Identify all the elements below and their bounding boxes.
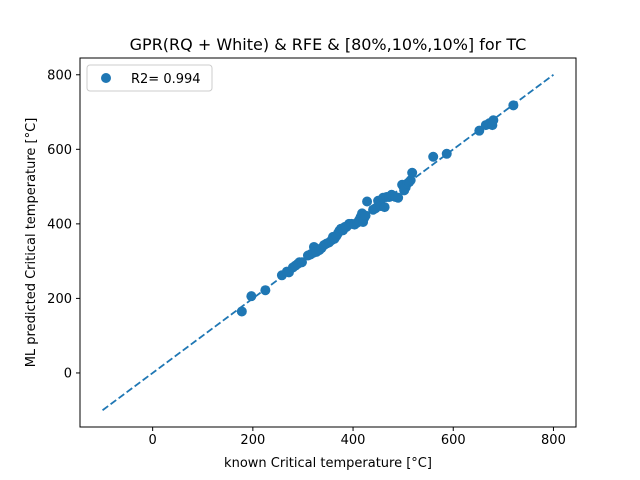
x-tick-label: 0 <box>149 433 157 448</box>
legend-box <box>86 64 213 92</box>
y-tick-label: 0 <box>64 366 72 381</box>
legend-label: R2= 0.994 <box>131 72 201 87</box>
x-tick-label: 400 <box>341 433 366 448</box>
x-axis-label: known Critical temperature [°C] <box>224 456 432 471</box>
y-tick-label: 600 <box>47 143 72 158</box>
data-point <box>441 148 452 159</box>
legend-marker <box>101 73 111 83</box>
data-point <box>246 291 257 302</box>
data-point <box>407 167 418 178</box>
y-axis-ticks: 0 200 400 600 800 <box>47 68 80 381</box>
data-point <box>428 151 439 162</box>
data-point <box>474 125 485 136</box>
data-point <box>488 115 499 126</box>
data-point <box>296 257 307 268</box>
y-tick-label: 400 <box>47 217 72 232</box>
legend: R2= 0.994 <box>86 64 213 92</box>
x-tick-label: 800 <box>541 433 566 448</box>
axes-frame <box>79 57 577 428</box>
data-point <box>260 285 271 296</box>
y-tick-label: 800 <box>47 68 72 83</box>
data-point <box>236 306 247 317</box>
x-axis-ticks: 0 200 400 600 800 <box>149 427 566 448</box>
data-point <box>508 100 519 111</box>
y-tick-label: 200 <box>47 292 72 307</box>
x-tick-label: 200 <box>240 433 265 448</box>
data-point <box>360 210 371 221</box>
y-axis-label: ML predicted Critical temperature [°C] <box>24 118 39 368</box>
x-tick-label: 600 <box>441 433 466 448</box>
data-point <box>379 202 390 213</box>
data-point <box>362 196 373 207</box>
plot-area <box>102 74 554 411</box>
data-point <box>393 192 404 203</box>
chart-title: GPR(RQ + White) & RFE & [80%,10%,10%] fo… <box>130 35 527 54</box>
data-points <box>236 100 519 317</box>
data-point <box>405 175 416 186</box>
